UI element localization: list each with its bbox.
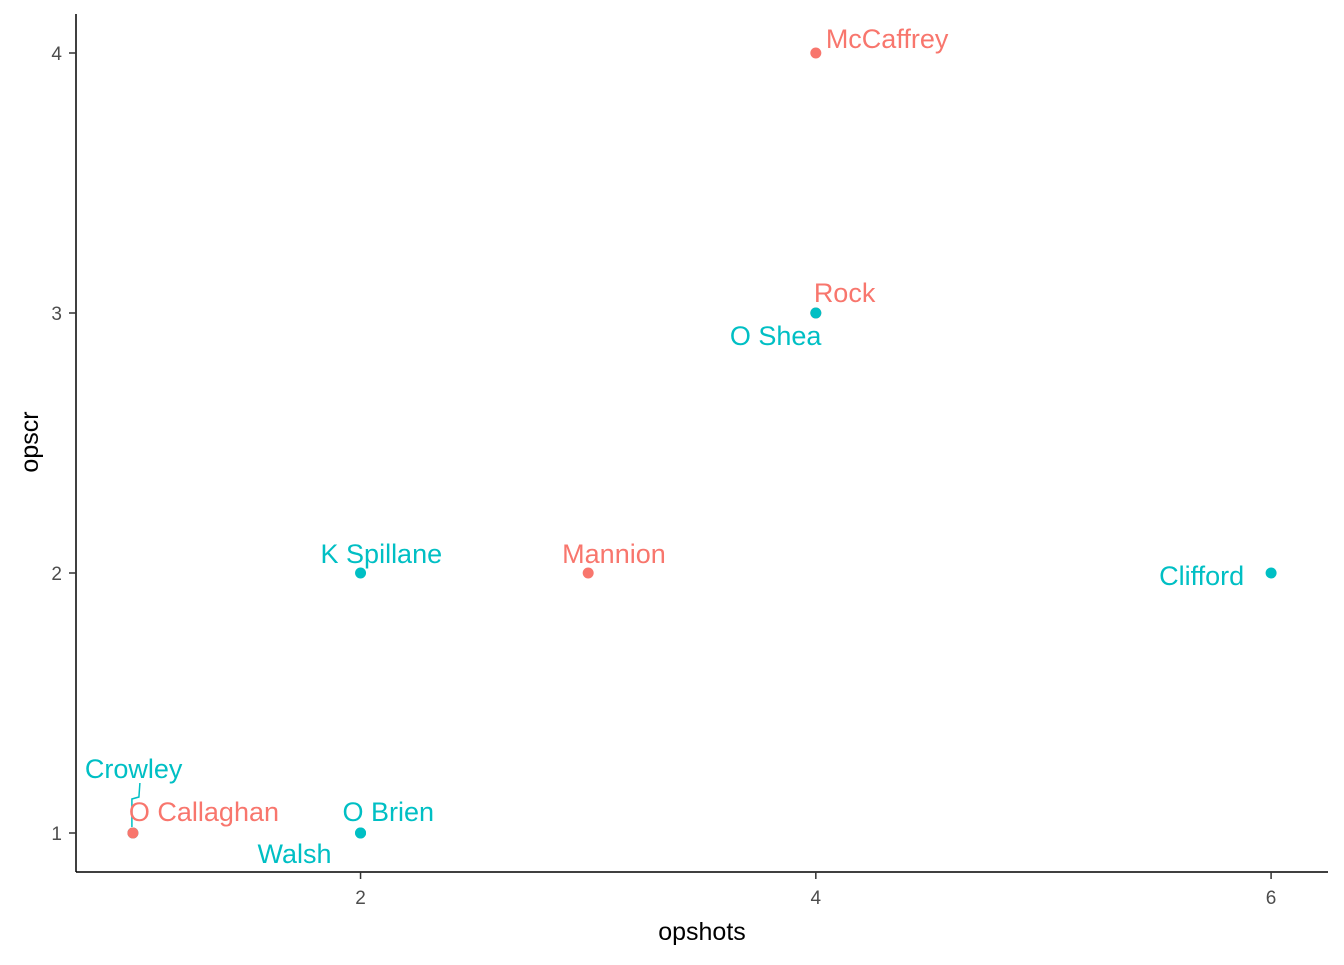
- point-label-mccaffrey: McCaffrey: [826, 24, 949, 54]
- point-o-shea: [810, 307, 822, 319]
- point-o-callaghan: [127, 827, 139, 839]
- point-label-crowley: Crowley: [85, 754, 183, 784]
- point-k-spillane: [355, 567, 367, 579]
- point-label-mannion: Mannion: [562, 539, 666, 569]
- point-walsh: [355, 827, 367, 839]
- x-tick-label: 6: [1266, 888, 1277, 909]
- point-label-clifford: Clifford: [1159, 561, 1244, 591]
- point-mccaffrey: [810, 47, 822, 59]
- point-label-walsh: Walsh: [258, 839, 332, 869]
- x-axis-title: opshots: [658, 918, 746, 946]
- point-mannion: [582, 567, 594, 579]
- y-tick-label: 1: [51, 824, 62, 845]
- point-label-o-brien: O Brien: [343, 797, 435, 827]
- point-label-o-callaghan: O Callaghan: [129, 797, 279, 827]
- point-clifford: [1265, 567, 1277, 579]
- y-tick-label: 2: [51, 564, 62, 585]
- labels-layer: McCaffrey Rock O Shea Mannion K Spillane Clif…: [85, 24, 1244, 869]
- x-tick-label: 4: [811, 888, 822, 909]
- axes: 2 4 6 1 2 3 4: [51, 14, 1328, 909]
- points-layer: [127, 47, 1277, 839]
- label-leader-line: [131, 782, 141, 827]
- point-label-o-shea: O Shea: [730, 321, 823, 351]
- point-label-rock: Rock: [814, 278, 876, 308]
- point-label-k-spillane: K Spillane: [321, 539, 443, 569]
- y-axis-title: opscr: [16, 411, 44, 472]
- x-tick-label: 2: [355, 888, 366, 909]
- y-tick-label: 3: [51, 304, 62, 325]
- y-tick-label: 4: [51, 44, 62, 65]
